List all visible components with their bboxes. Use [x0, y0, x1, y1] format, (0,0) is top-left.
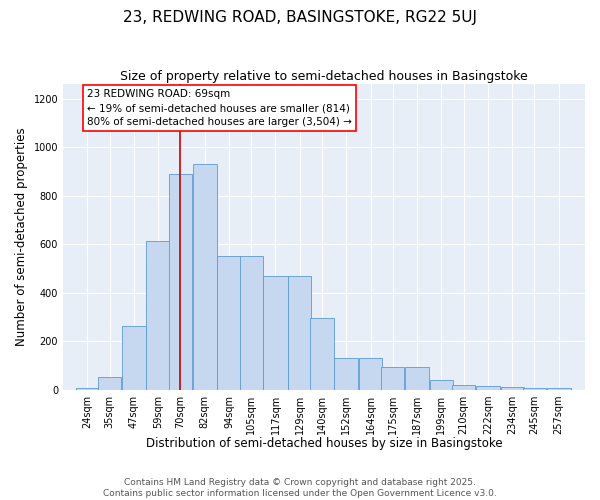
X-axis label: Distribution of semi-detached houses by size in Basingstoke: Distribution of semi-detached houses by … [146, 437, 502, 450]
Bar [193, 164, 217, 390]
Bar [239, 256, 263, 390]
Bar [430, 380, 453, 390]
Bar [452, 385, 475, 390]
Bar [500, 388, 524, 390]
Bar [146, 240, 170, 390]
Bar [547, 388, 571, 390]
Bar [476, 386, 500, 390]
Bar [310, 318, 334, 390]
Bar [217, 256, 241, 390]
Title: Size of property relative to semi-detached houses in Basingstoke: Size of property relative to semi-detach… [120, 70, 528, 83]
Bar [523, 388, 546, 390]
Bar [98, 376, 121, 390]
Bar [288, 276, 311, 390]
Bar [405, 367, 429, 390]
Bar [169, 174, 192, 390]
Bar [122, 326, 146, 390]
Text: Contains HM Land Registry data © Crown copyright and database right 2025.
Contai: Contains HM Land Registry data © Crown c… [103, 478, 497, 498]
Bar [334, 358, 358, 390]
Text: 23 REDWING ROAD: 69sqm
← 19% of semi-detached houses are smaller (814)
80% of se: 23 REDWING ROAD: 69sqm ← 19% of semi-det… [88, 89, 352, 127]
Bar [76, 388, 98, 390]
Y-axis label: Number of semi-detached properties: Number of semi-detached properties [15, 128, 28, 346]
Bar [381, 367, 404, 390]
Bar [263, 276, 287, 390]
Text: 23, REDWING ROAD, BASINGSTOKE, RG22 5UJ: 23, REDWING ROAD, BASINGSTOKE, RG22 5UJ [123, 10, 477, 25]
Bar [359, 358, 382, 390]
